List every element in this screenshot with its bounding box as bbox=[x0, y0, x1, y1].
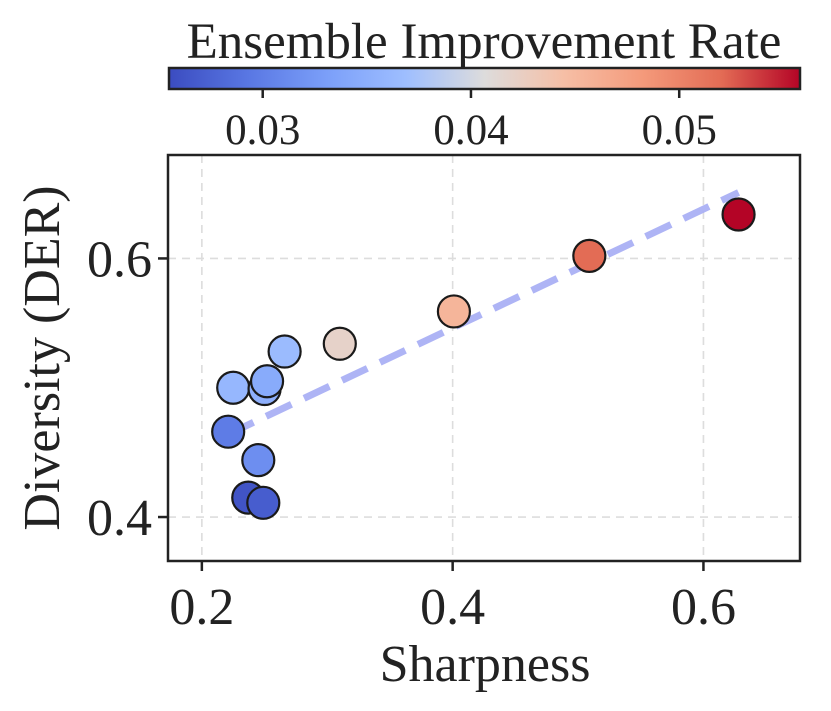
x-tick-label: 0.2 bbox=[169, 579, 234, 636]
x-tick-label: 0.4 bbox=[420, 579, 485, 636]
data-point bbox=[249, 364, 285, 399]
data-point bbox=[241, 443, 276, 478]
colorbar-tick-label: 0.05 bbox=[642, 107, 717, 154]
data-point bbox=[721, 197, 756, 232]
data-point bbox=[267, 334, 302, 369]
colorbar bbox=[167, 66, 802, 91]
axis-ticks: 0.2 0.4 0.6 0.4 0.6 bbox=[87, 231, 736, 636]
colorbar-tick-label: 0.04 bbox=[433, 107, 508, 154]
data-point bbox=[211, 414, 246, 449]
colorbar-tick-label: 0.03 bbox=[225, 107, 300, 154]
x-tick-label: 0.6 bbox=[671, 579, 736, 636]
y-tick-label: 0.4 bbox=[87, 490, 152, 547]
plot-frame bbox=[166, 153, 802, 563]
colorbar-title: Ensemble Improvement Rate bbox=[187, 14, 782, 70]
x-axis-label: Sharpness bbox=[380, 636, 591, 693]
y-axis-label: Diversity (DER) bbox=[14, 185, 71, 530]
data-point bbox=[216, 370, 251, 405]
data-point bbox=[572, 238, 607, 273]
data-point bbox=[322, 326, 357, 361]
data-point bbox=[246, 485, 281, 520]
y-tick-label: 0.6 bbox=[87, 231, 152, 288]
colorbar-ticks: 0.03 0.04 0.05 bbox=[225, 89, 717, 154]
data-point bbox=[436, 294, 472, 329]
grid bbox=[168, 155, 800, 561]
trend-line bbox=[226, 189, 741, 438]
